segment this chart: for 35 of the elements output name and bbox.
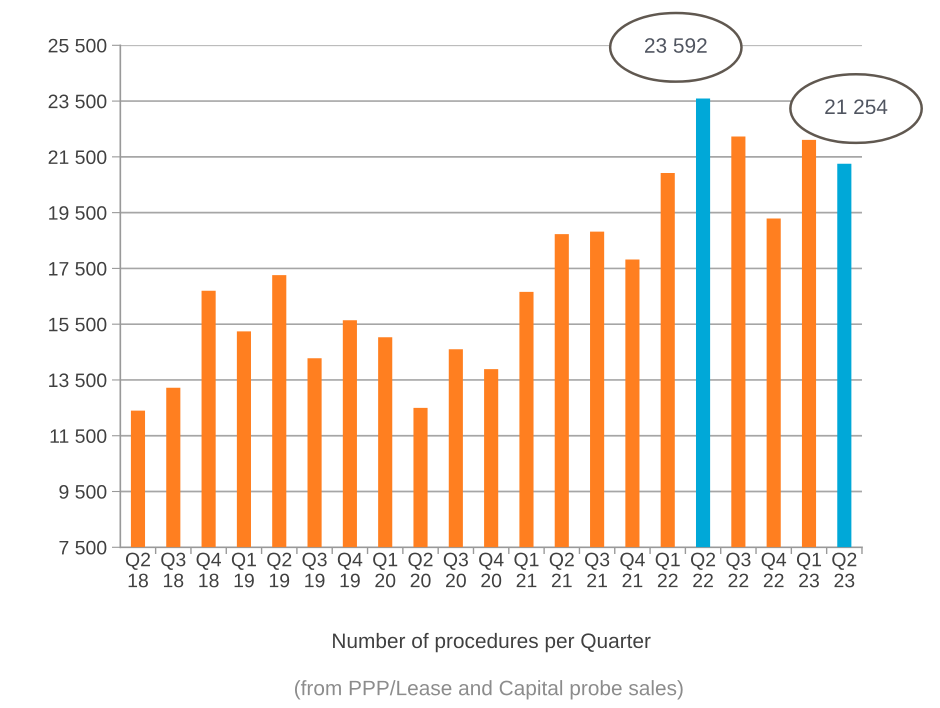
x-tick-label: Q2 21 bbox=[550, 552, 574, 588]
y-tick-label: 23 500 bbox=[48, 94, 106, 108]
annotation: 21 254 bbox=[825, 99, 888, 114]
x-tick-label: Q1 23 bbox=[796, 552, 822, 588]
y-tick-label: 17 500 bbox=[49, 262, 106, 276]
x-tick-label: Q3 19 bbox=[302, 552, 327, 588]
y-tick-label: 15 500 bbox=[49, 318, 106, 332]
x-tick-label: Q2 23 bbox=[832, 552, 856, 588]
annotation: 23 592 bbox=[645, 38, 707, 53]
x-tick-label: Q2 20 bbox=[408, 552, 433, 588]
y-tick-label: 13 500 bbox=[49, 373, 106, 388]
x-tick-label: Q2 18 bbox=[126, 552, 150, 588]
y-tick-label: 11 500 bbox=[50, 429, 106, 443]
x-tick-label: Q3 21 bbox=[585, 552, 610, 588]
x-axis-title: Number of procedures per Quarter bbox=[333, 632, 651, 652]
x-tick-label: Q4 18 bbox=[196, 552, 222, 588]
x-tick-label: Q4 19 bbox=[338, 552, 362, 588]
x-tick-label: Q2 22 bbox=[691, 552, 716, 588]
y-tick-label: 25 500 bbox=[48, 38, 106, 53]
x-tick-label: Q4 22 bbox=[762, 552, 786, 588]
y-tick-label: 9 500 bbox=[59, 484, 106, 499]
y-tick-label: 7 500 bbox=[59, 540, 106, 555]
y-tick-label: 19 500 bbox=[49, 206, 106, 220]
x-tick-label: Q1 22 bbox=[656, 552, 680, 588]
y-tick-label: 21 500 bbox=[48, 150, 106, 164]
x-tick-label: Q1 21 bbox=[514, 552, 538, 588]
x-tick-label: Q1 20 bbox=[373, 552, 398, 588]
text: (from PPP/Lease and Capital probe sales) bbox=[294, 680, 683, 700]
x-tick-label: Q4 20 bbox=[479, 552, 504, 588]
x-tick-label: Q2 19 bbox=[267, 552, 292, 588]
x-tick-label: Q3 20 bbox=[444, 552, 468, 588]
x-tick-label: Q1 19 bbox=[232, 552, 256, 588]
x-tick-label: Q4 21 bbox=[620, 552, 645, 588]
x-tick-label: Q3 22 bbox=[726, 552, 750, 588]
x-tick-label: Q3 18 bbox=[161, 552, 186, 588]
